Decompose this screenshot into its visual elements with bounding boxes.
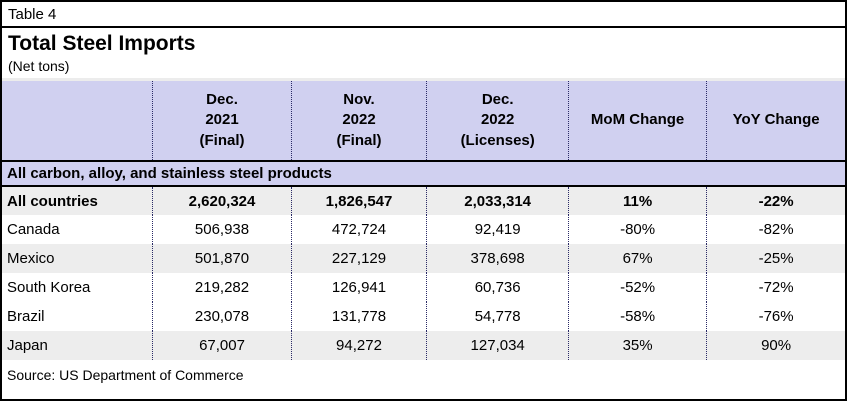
value-dec-2022: 60,736: [426, 273, 569, 302]
value-dec-2022: 54,778: [426, 302, 569, 331]
value-mom-change: 67%: [567, 244, 707, 273]
value-nov-2022: 1,826,547: [290, 186, 427, 215]
steel-imports-table: Dec. 2021 (Final) Nov. 2022 (Final) Dec.…: [2, 81, 845, 389]
section-header-label: All carbon, alloy, and stainless steel p…: [2, 161, 845, 187]
value-nov-2022: 94,272: [290, 331, 427, 360]
value-dec-2021: 230,078: [152, 302, 292, 331]
source-row: Source: US Department of Commerce: [2, 360, 845, 389]
value-nov-2022: 126,941: [290, 273, 427, 302]
country-name: Japan: [2, 331, 153, 360]
value-dec-2022: 378,698: [426, 244, 569, 273]
column-header-nov-2022: Nov. 2022 (Final): [290, 81, 427, 162]
value-dec-2022: 92,419: [426, 215, 569, 244]
units-subtitle: (Net tons): [2, 58, 845, 81]
value-dec-2022: 2,033,314: [426, 186, 569, 215]
country-name: Brazil: [7, 308, 45, 325]
source-note: Source: US Department of Commerce: [7, 366, 244, 383]
country-name: All countries: [2, 186, 153, 215]
country-name: Mexico: [2, 244, 153, 273]
column-header-yoy-change: YoY Change: [706, 81, 845, 162]
table-row-south-korea: South Korea 219,282 126,941 60,736 -52% …: [2, 273, 845, 302]
value-mom-change: -80%: [567, 215, 707, 244]
value-mom-change: 11%: [567, 186, 707, 215]
value-dec-2021: 501,870: [152, 244, 292, 273]
value-dec-2021: 67,007: [152, 331, 292, 360]
value-nov-2022: 131,778: [290, 302, 427, 331]
value-dec-2022: 127,034: [426, 331, 569, 360]
value-mom-change: -58%: [567, 302, 707, 331]
country-name: Canada: [7, 221, 60, 238]
value-nov-2022: 227,129: [290, 244, 427, 273]
page-title: Total Steel Imports: [8, 32, 196, 55]
table-row-canada: Canada 506,938 472,724 92,419 -80% -82%: [2, 215, 845, 244]
column-header-dec-2022: Dec. 2022 (Licenses): [426, 81, 569, 162]
country-name: South Korea: [7, 279, 91, 296]
value-dec-2021: 219,282: [152, 273, 292, 302]
value-yoy-change: -22%: [706, 186, 845, 215]
value-yoy-change: -25%: [706, 244, 845, 273]
section-header-row: All carbon, alloy, and stainless steel p…: [2, 161, 845, 187]
column-header-row: Dec. 2021 (Final) Nov. 2022 (Final) Dec.…: [2, 81, 845, 162]
column-header-country: [2, 81, 153, 162]
column-header-mom-change: MoM Change: [567, 81, 707, 162]
table-row-mexico: Mexico 501,870 227,129 378,698 67% -25%: [2, 244, 845, 273]
value-yoy-change: -76%: [706, 302, 845, 331]
table-row-brazil: Brazil 230,078 131,778 54,778 -58% -76%: [2, 302, 845, 331]
table-number-label: Table 4: [2, 2, 845, 28]
value-yoy-change: -82%: [706, 215, 845, 244]
value-dec-2021: 506,938: [152, 215, 292, 244]
table-row-japan: Japan 67,007 94,272 127,034 35% 90%: [2, 331, 845, 360]
value-yoy-change: 90%: [706, 331, 845, 360]
value-nov-2022: 472,724: [290, 215, 427, 244]
value-mom-change: -52%: [567, 273, 707, 302]
value-dec-2021: 2,620,324: [152, 186, 292, 215]
value-mom-change: 35%: [567, 331, 707, 360]
value-yoy-change: -72%: [706, 273, 845, 302]
column-header-dec-2021: Dec. 2021 (Final): [152, 81, 292, 162]
table-row-all-countries: All countries 2,620,324 1,826,547 2,033,…: [2, 186, 845, 215]
